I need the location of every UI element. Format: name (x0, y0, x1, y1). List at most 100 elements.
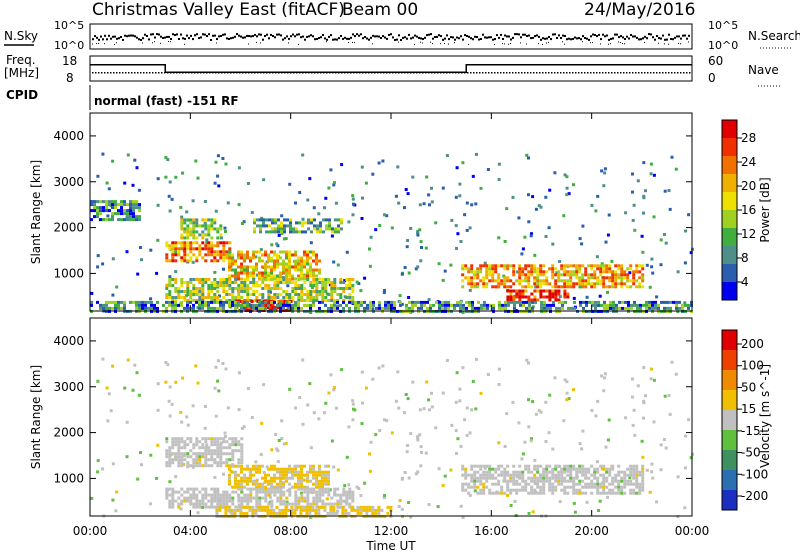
power-region-cell (174, 259, 178, 263)
nsky-point (664, 38, 666, 41)
power-region-cell (507, 303, 510, 307)
power-region-cell (225, 293, 229, 296)
velocity-region-cell (503, 479, 507, 483)
nsky-point (348, 37, 350, 40)
velocity-cell (664, 446, 668, 450)
power-region-cell (237, 284, 241, 287)
velocity-region-cell (515, 473, 519, 477)
power-region-cell (319, 230, 322, 234)
power-region-cell (291, 296, 295, 299)
power-cell (610, 259, 614, 263)
power-region-cell (639, 306, 642, 310)
velocity-region-cell (288, 470, 291, 474)
velocity-region-cell (575, 491, 579, 495)
power-region-cell (315, 274, 318, 278)
velocity-region-cell (593, 467, 597, 471)
power-region-cell (593, 285, 597, 289)
velocity-colorbar-swatch (722, 490, 737, 510)
nsearch-point (448, 43, 449, 45)
velocity-cell (523, 440, 527, 444)
power-region-cell (198, 244, 202, 248)
velocity-region-cell (264, 476, 267, 480)
velocity-cell (461, 366, 465, 370)
velocity-cell (529, 439, 533, 443)
power-region-cell (222, 300, 225, 304)
power-region-cell (581, 279, 585, 283)
velocity-cell (533, 458, 537, 462)
velocity-region-cell (548, 464, 552, 468)
power-cell (659, 238, 663, 242)
power-region-cell (330, 303, 333, 307)
power-region-cell (533, 298, 537, 302)
velocity-region-cell (500, 470, 504, 474)
velocity-region-cell (336, 487, 340, 491)
power-region-cell (219, 224, 223, 228)
velocity-cell (642, 416, 645, 420)
power-region-cell (264, 278, 268, 281)
power-region-cell (252, 278, 256, 281)
power-region-cell (186, 281, 190, 284)
velocity-region-cell (324, 470, 327, 474)
power-cell (606, 290, 609, 294)
nsky-point (196, 33, 198, 36)
power-region-cell (524, 285, 528, 289)
velocity-region-cell (318, 464, 321, 468)
power-cell (537, 204, 541, 208)
power-cell (418, 203, 422, 207)
velocity-region-cell (485, 485, 489, 489)
velocity-region-cell (270, 490, 274, 494)
velocity-region-cell (278, 508, 282, 512)
power-region-cell (108, 300, 111, 304)
power-region-cell (620, 276, 624, 280)
nave-point (263, 72, 265, 74)
velocity-cell (114, 509, 118, 513)
power-cell (684, 229, 688, 233)
power-region-cell (331, 230, 334, 234)
power-region-cell (599, 279, 603, 283)
power-region-cell (291, 265, 294, 269)
velocity-region-cell (506, 485, 510, 489)
velocity-region-cell (215, 508, 219, 512)
velocity-region-cell (201, 452, 205, 456)
power-region-cell (548, 267, 552, 271)
power-region-cell (93, 200, 96, 204)
velocity-region-cell (338, 505, 342, 509)
power-region-cell (536, 285, 540, 289)
power-cell (454, 224, 458, 228)
velocity-cell (427, 503, 431, 507)
velocity-region-cell (242, 505, 246, 509)
velocity-region-cell (470, 473, 474, 477)
velocity-region-cell (518, 473, 522, 477)
power-region-cell (268, 218, 271, 222)
power-region-cell (285, 265, 288, 269)
date-label: 24/May/2016 (584, 0, 696, 20)
power-region-cell (561, 306, 564, 310)
power-cell (332, 181, 336, 185)
power-region-cell (672, 300, 675, 304)
power-region-cell (333, 303, 336, 307)
velocity-cell (359, 494, 363, 498)
power-region-cell (450, 303, 453, 307)
velocity-region-cell (171, 505, 175, 509)
power-region-cell (518, 270, 522, 274)
nave-point (677, 72, 679, 74)
nave-label: Nave (748, 63, 779, 77)
power-region-cell (253, 227, 256, 231)
nsky-point (176, 33, 178, 36)
power-region-cell (222, 290, 226, 293)
nsky-point (424, 36, 426, 39)
velocity-region-cell (216, 446, 220, 450)
nsky-point (140, 38, 142, 41)
nave-point (458, 72, 460, 74)
velocity-cell (347, 483, 351, 487)
velocity-region-cell (195, 461, 199, 465)
power-region-cell (551, 289, 555, 293)
nsky-point (164, 36, 166, 39)
nave-point (395, 72, 397, 74)
velocity-region-cell (225, 493, 229, 497)
velocity-cell (551, 447, 555, 451)
velocity-cell (115, 490, 119, 494)
power-cell (534, 285, 538, 289)
power-cell (428, 203, 431, 207)
nsky-point (188, 37, 190, 40)
